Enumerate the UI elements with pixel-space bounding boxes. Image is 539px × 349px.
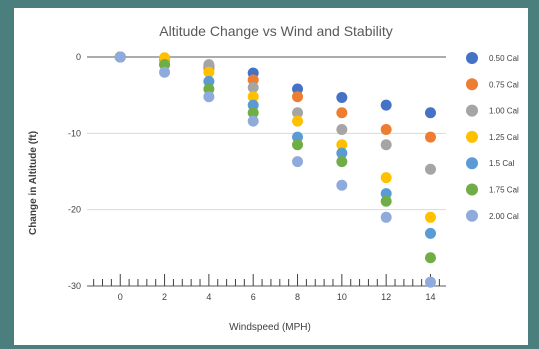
data-point bbox=[247, 115, 259, 127]
data-point bbox=[247, 91, 259, 103]
legend-marker bbox=[466, 209, 478, 222]
data-point bbox=[380, 172, 392, 184]
x-tick-label: 0 bbox=[118, 292, 123, 302]
chart-title: Altitude Change vs Wind and Stability bbox=[159, 23, 392, 39]
data-point bbox=[203, 66, 215, 78]
data-point bbox=[424, 163, 436, 175]
data-point bbox=[247, 82, 259, 94]
data-point bbox=[292, 156, 304, 168]
data-points bbox=[114, 51, 436, 288]
data-point bbox=[247, 74, 259, 86]
data-point bbox=[292, 131, 304, 143]
legend-label: 1.75 Cal bbox=[489, 186, 519, 195]
legend-marker bbox=[466, 157, 478, 170]
data-point bbox=[247, 99, 259, 111]
data-point bbox=[114, 51, 126, 63]
data-point bbox=[292, 139, 304, 151]
legend-label: 2.00 Cal bbox=[489, 212, 519, 221]
legend-marker bbox=[466, 78, 478, 91]
legend-label: 0.50 Cal bbox=[489, 54, 519, 63]
data-point bbox=[336, 179, 348, 191]
data-point bbox=[424, 211, 436, 223]
y-tick-label: 0 bbox=[76, 52, 81, 62]
y-tick-labels: 0 -10 -20 -30 bbox=[68, 52, 81, 291]
data-point bbox=[247, 107, 259, 119]
legend-label: 1.5 Cal bbox=[489, 159, 515, 168]
x-axis-label: Windspeed (MPH) bbox=[229, 322, 311, 333]
legend-marker bbox=[466, 130, 478, 143]
y-axis-label: Change in Altitude (ft) bbox=[28, 131, 39, 235]
data-point bbox=[424, 276, 436, 288]
data-point bbox=[203, 83, 215, 95]
x-tick-label: 12 bbox=[381, 292, 391, 302]
data-point bbox=[380, 99, 392, 111]
data-point bbox=[292, 107, 304, 119]
x-tick-labels: 0 2 4 6 8 10 12 14 bbox=[118, 292, 436, 302]
data-point bbox=[380, 195, 392, 207]
legend-label: 0.75 Cal bbox=[489, 80, 519, 89]
data-point bbox=[424, 131, 436, 143]
legend: 0.50 Cal 0.75 Cal 1.00 Cal 1.25 Cal 1.5 Cal 1… bbox=[466, 52, 519, 222]
y-tick-label: -10 bbox=[68, 128, 81, 138]
data-point bbox=[424, 252, 436, 264]
legend-marker bbox=[466, 183, 478, 196]
data-point bbox=[336, 91, 348, 103]
data-point bbox=[159, 66, 171, 78]
x-tick-label: 4 bbox=[206, 292, 211, 302]
scatter-chart: Altitude Change vs Wind and Stability 0 -… bbox=[28, 23, 519, 333]
legend-label: 1.25 Cal bbox=[489, 133, 519, 142]
chart-panel: Altitude Change vs Wind and Stability 0 -… bbox=[14, 8, 528, 345]
legend-label: 1.00 Cal bbox=[489, 107, 519, 116]
data-point bbox=[380, 211, 392, 223]
data-point bbox=[336, 147, 348, 159]
x-tick-label: 10 bbox=[337, 292, 347, 302]
data-point bbox=[159, 59, 171, 71]
data-point bbox=[424, 107, 436, 119]
x-tick-label: 14 bbox=[425, 292, 435, 302]
data-point bbox=[203, 75, 215, 87]
data-point bbox=[380, 188, 392, 200]
legend-marker bbox=[466, 104, 478, 117]
data-point bbox=[292, 115, 304, 127]
data-point bbox=[203, 59, 215, 71]
data-point bbox=[292, 83, 304, 95]
y-tick-label: -30 bbox=[68, 281, 81, 291]
axes bbox=[87, 274, 446, 287]
y-tick-label: -20 bbox=[68, 205, 81, 215]
x-tick-label: 2 bbox=[162, 292, 167, 302]
data-point bbox=[292, 91, 304, 103]
data-point bbox=[336, 107, 348, 119]
x-tick-label: 6 bbox=[251, 292, 256, 302]
data-point bbox=[203, 91, 215, 103]
legend-marker bbox=[466, 52, 478, 64]
data-point bbox=[336, 156, 348, 168]
grid-lines bbox=[87, 56, 446, 287]
data-point bbox=[424, 227, 436, 239]
data-point bbox=[336, 124, 348, 136]
data-point bbox=[380, 124, 392, 136]
data-point bbox=[380, 139, 392, 151]
x-tick-label: 8 bbox=[295, 292, 300, 302]
data-point bbox=[336, 139, 348, 151]
